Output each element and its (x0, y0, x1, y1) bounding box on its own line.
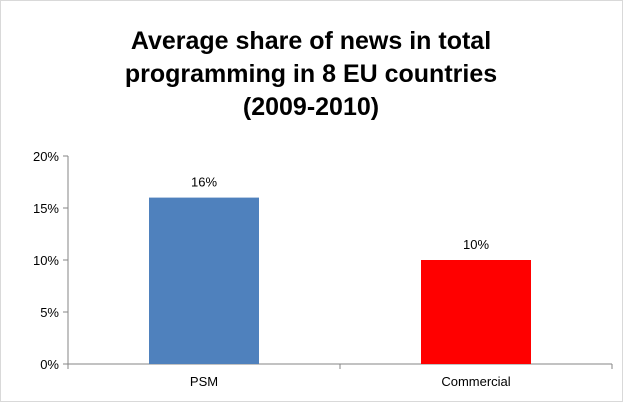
data-label-psm: 16% (191, 175, 217, 190)
data-label-commercial: 10% (463, 237, 489, 252)
y-tick-label: 20% (33, 149, 59, 164)
labels-group: 0% 5% 10% 15% 20% 16% PSM 10% Commercial (33, 149, 511, 389)
category-label-psm: PSM (190, 374, 218, 389)
bar-commercial (421, 260, 531, 364)
y-tick-label: 5% (40, 305, 59, 320)
category-label-commercial: Commercial (441, 374, 510, 389)
bars-group (149, 197, 531, 364)
y-tick-label: 0% (40, 357, 59, 372)
bar-psm (149, 197, 259, 364)
chart-title: Average share of news in total programmi… (61, 25, 561, 124)
chart-title-line-2: programming in 8 EU countries (124, 60, 498, 88)
chart-title-line-1: Average share of news in total (130, 27, 492, 55)
y-tick-label: 10% (33, 253, 59, 268)
y-tick-label: 15% (33, 201, 59, 216)
chart-title-line-3: (2009-2010) (242, 93, 380, 121)
